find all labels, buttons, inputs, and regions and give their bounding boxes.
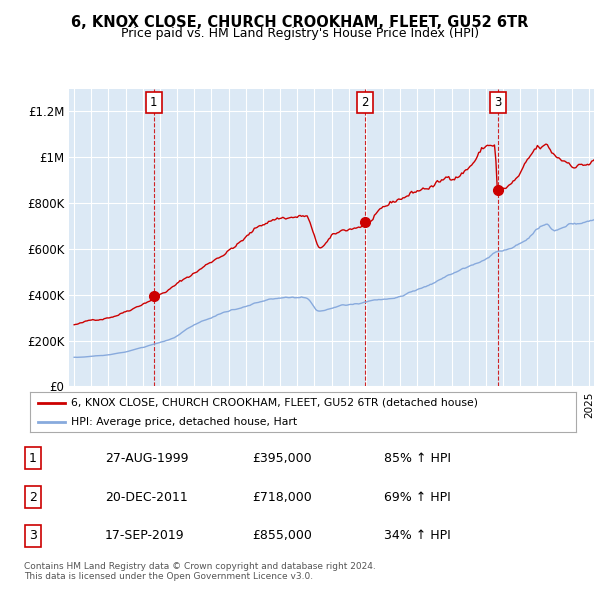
Text: 3: 3 <box>494 96 502 109</box>
Text: 1: 1 <box>150 96 158 109</box>
Text: 34% ↑ HPI: 34% ↑ HPI <box>384 529 451 542</box>
Text: Contains HM Land Registry data © Crown copyright and database right 2024.
This d: Contains HM Land Registry data © Crown c… <box>24 562 376 581</box>
Text: 3: 3 <box>29 529 37 542</box>
Text: 69% ↑ HPI: 69% ↑ HPI <box>384 490 451 504</box>
Text: 85% ↑ HPI: 85% ↑ HPI <box>384 452 451 465</box>
Text: £395,000: £395,000 <box>252 452 311 465</box>
Text: 1: 1 <box>29 452 37 465</box>
Text: 6, KNOX CLOSE, CHURCH CROOKHAM, FLEET, GU52 6TR (detached house): 6, KNOX CLOSE, CHURCH CROOKHAM, FLEET, G… <box>71 398 478 408</box>
Text: 27-AUG-1999: 27-AUG-1999 <box>105 452 188 465</box>
Text: £718,000: £718,000 <box>252 490 312 504</box>
Text: 2: 2 <box>29 490 37 504</box>
Text: HPI: Average price, detached house, Hart: HPI: Average price, detached house, Hart <box>71 417 297 427</box>
Text: 17-SEP-2019: 17-SEP-2019 <box>105 529 185 542</box>
Text: 20-DEC-2011: 20-DEC-2011 <box>105 490 188 504</box>
Text: 6, KNOX CLOSE, CHURCH CROOKHAM, FLEET, GU52 6TR: 6, KNOX CLOSE, CHURCH CROOKHAM, FLEET, G… <box>71 15 529 30</box>
Text: 2: 2 <box>361 96 369 109</box>
Text: Price paid vs. HM Land Registry's House Price Index (HPI): Price paid vs. HM Land Registry's House … <box>121 27 479 40</box>
Text: £855,000: £855,000 <box>252 529 312 542</box>
